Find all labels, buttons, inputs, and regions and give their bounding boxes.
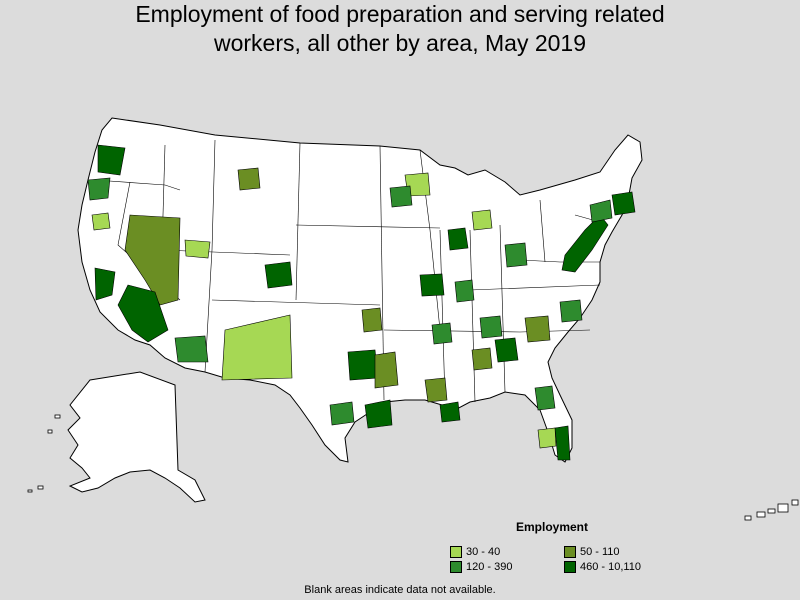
legend-swatch xyxy=(450,561,462,573)
legend-item-30-40: 30 - 40 xyxy=(450,546,500,558)
alaska-outline xyxy=(67,371,206,503)
legend-swatch xyxy=(450,546,462,558)
legend-item-460-10110: 460 - 10,110 xyxy=(564,561,641,573)
shaded-areas xyxy=(87,144,636,461)
title-line-2: workers, all other by area, May 2019 xyxy=(213,30,586,56)
aleutian-islands xyxy=(27,414,61,493)
legend-swatch xyxy=(564,546,576,558)
title-line-1: Employment of food preparation and servi… xyxy=(135,1,665,27)
legend-label: 120 - 390 xyxy=(466,561,513,573)
state-boundaries xyxy=(94,139,601,403)
legend-title: Employment xyxy=(516,520,589,534)
legend-item-120-390: 120 - 390 xyxy=(450,561,512,573)
footnote: Blank areas indicate data not available. xyxy=(304,584,496,596)
legend-label: 30 - 40 xyxy=(466,546,501,558)
map-title: Employment of food preparation and servi… xyxy=(0,0,800,58)
legend-label: 50 - 110 xyxy=(580,546,620,558)
hawaii-islands xyxy=(744,499,799,521)
legend-label: 460 - 10,110 xyxy=(580,561,641,573)
legend-item-50-110: 50 - 110 xyxy=(564,546,620,558)
legend-swatch xyxy=(564,561,576,573)
